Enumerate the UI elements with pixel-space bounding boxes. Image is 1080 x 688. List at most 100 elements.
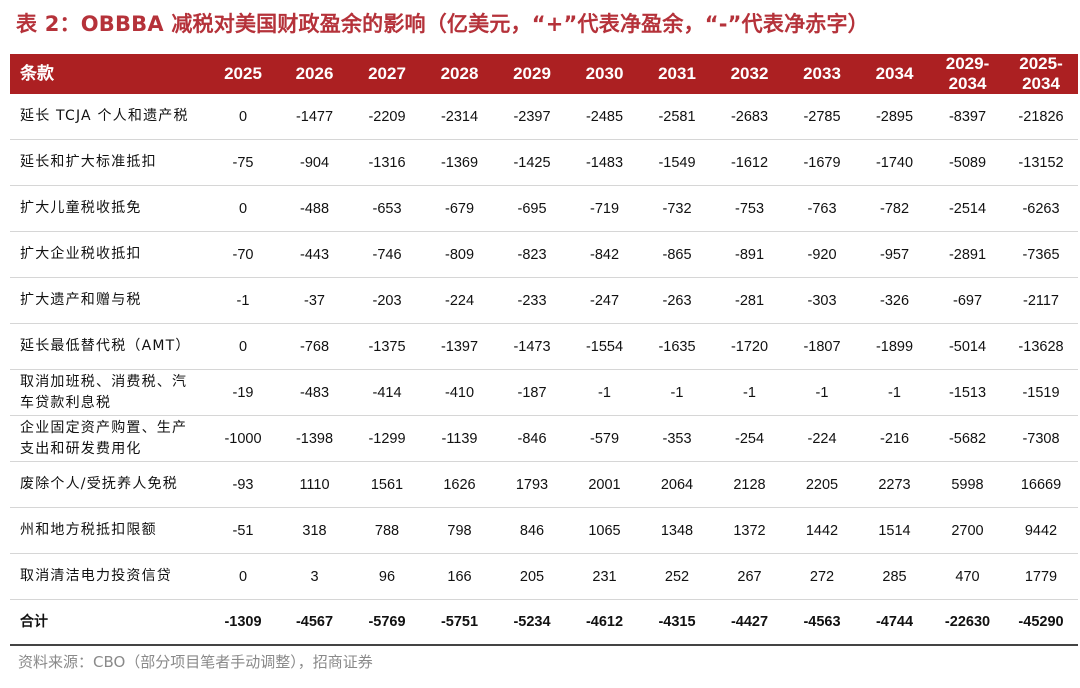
value-cell: 2273 xyxy=(858,461,931,508)
table-row: 延长和扩大标准抵扣 -75 -904 -1316 -1369 -1425 -1483 -154… xyxy=(10,139,1078,186)
value-cell: 272 xyxy=(786,553,858,600)
value-cell: -1720 xyxy=(713,323,786,370)
value-cell: -19 xyxy=(208,369,278,416)
value-cell: -7308 xyxy=(1004,415,1078,462)
value-cell: -254 xyxy=(713,415,786,462)
value-cell: 231 xyxy=(568,553,641,600)
value-cell: -5682 xyxy=(931,415,1004,462)
value-cell: 0 xyxy=(208,553,278,600)
value-cell: 1372 xyxy=(713,507,786,554)
table-row: 取消清洁电力投资信贷 0 3 96 166 205 231 252 267 272 285 470 17… xyxy=(10,553,1078,600)
header-cell: 2033 xyxy=(786,54,858,94)
row-label: 废除个人/受抚养人免税 xyxy=(10,461,208,508)
value-cell: -303 xyxy=(786,277,858,324)
value-cell: -1 xyxy=(568,369,641,416)
value-cell: -842 xyxy=(568,231,641,278)
value-cell: -746 xyxy=(351,231,423,278)
value-cell: -8397 xyxy=(931,94,1004,140)
value-cell: -443 xyxy=(278,231,351,278)
header-cell: 2027 xyxy=(351,54,423,94)
value-cell: -920 xyxy=(786,231,858,278)
table-row: 废除个人/受抚养人免税 -93 1110 1561 1626 1793 2001 2064 21… xyxy=(10,461,1078,508)
value-cell: -768 xyxy=(278,323,351,370)
value-cell: -1375 xyxy=(351,323,423,370)
value-cell: 205 xyxy=(496,553,568,600)
source-note: 资料来源：CBO（部分项目笔者手动调整），招商证券 xyxy=(18,653,373,671)
row-label: 取消清洁电力投资信贷 xyxy=(10,553,208,600)
value-cell: 0 xyxy=(208,94,278,140)
value-cell: -1299 xyxy=(351,415,423,462)
value-cell: -216 xyxy=(858,415,931,462)
value-cell: -2891 xyxy=(931,231,1004,278)
value-cell: -865 xyxy=(641,231,713,278)
value-cell: -7365 xyxy=(1004,231,1078,278)
value-cell: -763 xyxy=(786,185,858,232)
value-cell: -653 xyxy=(351,185,423,232)
value-cell: -1473 xyxy=(496,323,568,370)
header-cell: 2032 xyxy=(713,54,786,94)
value-cell: 1779 xyxy=(1004,553,1078,600)
value-cell: -2683 xyxy=(713,94,786,140)
value-cell: 96 xyxy=(351,553,423,600)
value-cell: -224 xyxy=(423,277,496,324)
fiscal-impact-table: 条款 2025 2026 2027 2028 2029 2030 2031 20… xyxy=(10,54,1078,646)
value-cell: -719 xyxy=(568,185,641,232)
value-cell: 1348 xyxy=(641,507,713,554)
value-cell: -1000 xyxy=(208,415,278,462)
header-cell: 2025 xyxy=(208,54,278,94)
value-cell: -2485 xyxy=(568,94,641,140)
value-cell: -2117 xyxy=(1004,277,1078,324)
total-value-cell: -4744 xyxy=(858,599,931,646)
value-cell: 5998 xyxy=(931,461,1004,508)
header-cell: 2029 xyxy=(496,54,568,94)
value-cell: -1 xyxy=(713,369,786,416)
value-cell: 2064 xyxy=(641,461,713,508)
value-cell: -846 xyxy=(496,415,568,462)
value-cell: 0 xyxy=(208,323,278,370)
value-cell: -21826 xyxy=(1004,94,1078,140)
value-cell: -695 xyxy=(496,185,568,232)
value-cell: -1316 xyxy=(351,139,423,186)
value-cell: -2514 xyxy=(931,185,1004,232)
value-cell: -1477 xyxy=(278,94,351,140)
value-cell: -823 xyxy=(496,231,568,278)
value-cell: -1635 xyxy=(641,323,713,370)
header-cell: 2030 xyxy=(568,54,641,94)
value-cell: 1793 xyxy=(496,461,568,508)
value-cell: -904 xyxy=(278,139,351,186)
value-cell: -6263 xyxy=(1004,185,1078,232)
value-cell: 2128 xyxy=(713,461,786,508)
value-cell: -1 xyxy=(208,277,278,324)
value-cell: -2397 xyxy=(496,94,568,140)
table-row: 取消加班税、消费税、汽车贷款利息税 -19 -483 -414 -410 -187 -1 -1… xyxy=(10,369,1078,416)
row-label: 企业固定资产购置、生产支出和研发费用化 xyxy=(10,415,208,462)
value-cell: -753 xyxy=(713,185,786,232)
row-label: 延长 TCJA 个人和遗产税 xyxy=(10,94,208,140)
value-cell: -483 xyxy=(278,369,351,416)
value-cell: 1110 xyxy=(278,461,351,508)
value-cell: -414 xyxy=(351,369,423,416)
value-cell: -1425 xyxy=(496,139,568,186)
value-cell: -1139 xyxy=(423,415,496,462)
header-cell: 2034 xyxy=(858,54,931,94)
total-value-cell: -5751 xyxy=(423,599,496,646)
value-cell: -782 xyxy=(858,185,931,232)
row-label: 延长和扩大标准抵扣 xyxy=(10,139,208,186)
value-cell: -1899 xyxy=(858,323,931,370)
header-cell: 2029-2034 xyxy=(931,54,1004,94)
total-value-cell: -45290 xyxy=(1004,599,1078,646)
header-cell: 2026 xyxy=(278,54,351,94)
value-cell: 285 xyxy=(858,553,931,600)
value-cell: -93 xyxy=(208,461,278,508)
value-cell: 1442 xyxy=(786,507,858,554)
value-cell: 0 xyxy=(208,185,278,232)
value-cell: -1513 xyxy=(931,369,1004,416)
value-cell: 252 xyxy=(641,553,713,600)
value-cell: 16669 xyxy=(1004,461,1078,508)
value-cell: -1612 xyxy=(713,139,786,186)
value-cell: -579 xyxy=(568,415,641,462)
row-label: 扩大企业税收抵扣 xyxy=(10,231,208,278)
table-row: 扩大儿童税收抵免 0 -488 -653 -679 -695 -719 -732 -753 -76… xyxy=(10,185,1078,232)
header-cell: 条款 xyxy=(10,54,208,94)
total-value-cell: -4315 xyxy=(641,599,713,646)
